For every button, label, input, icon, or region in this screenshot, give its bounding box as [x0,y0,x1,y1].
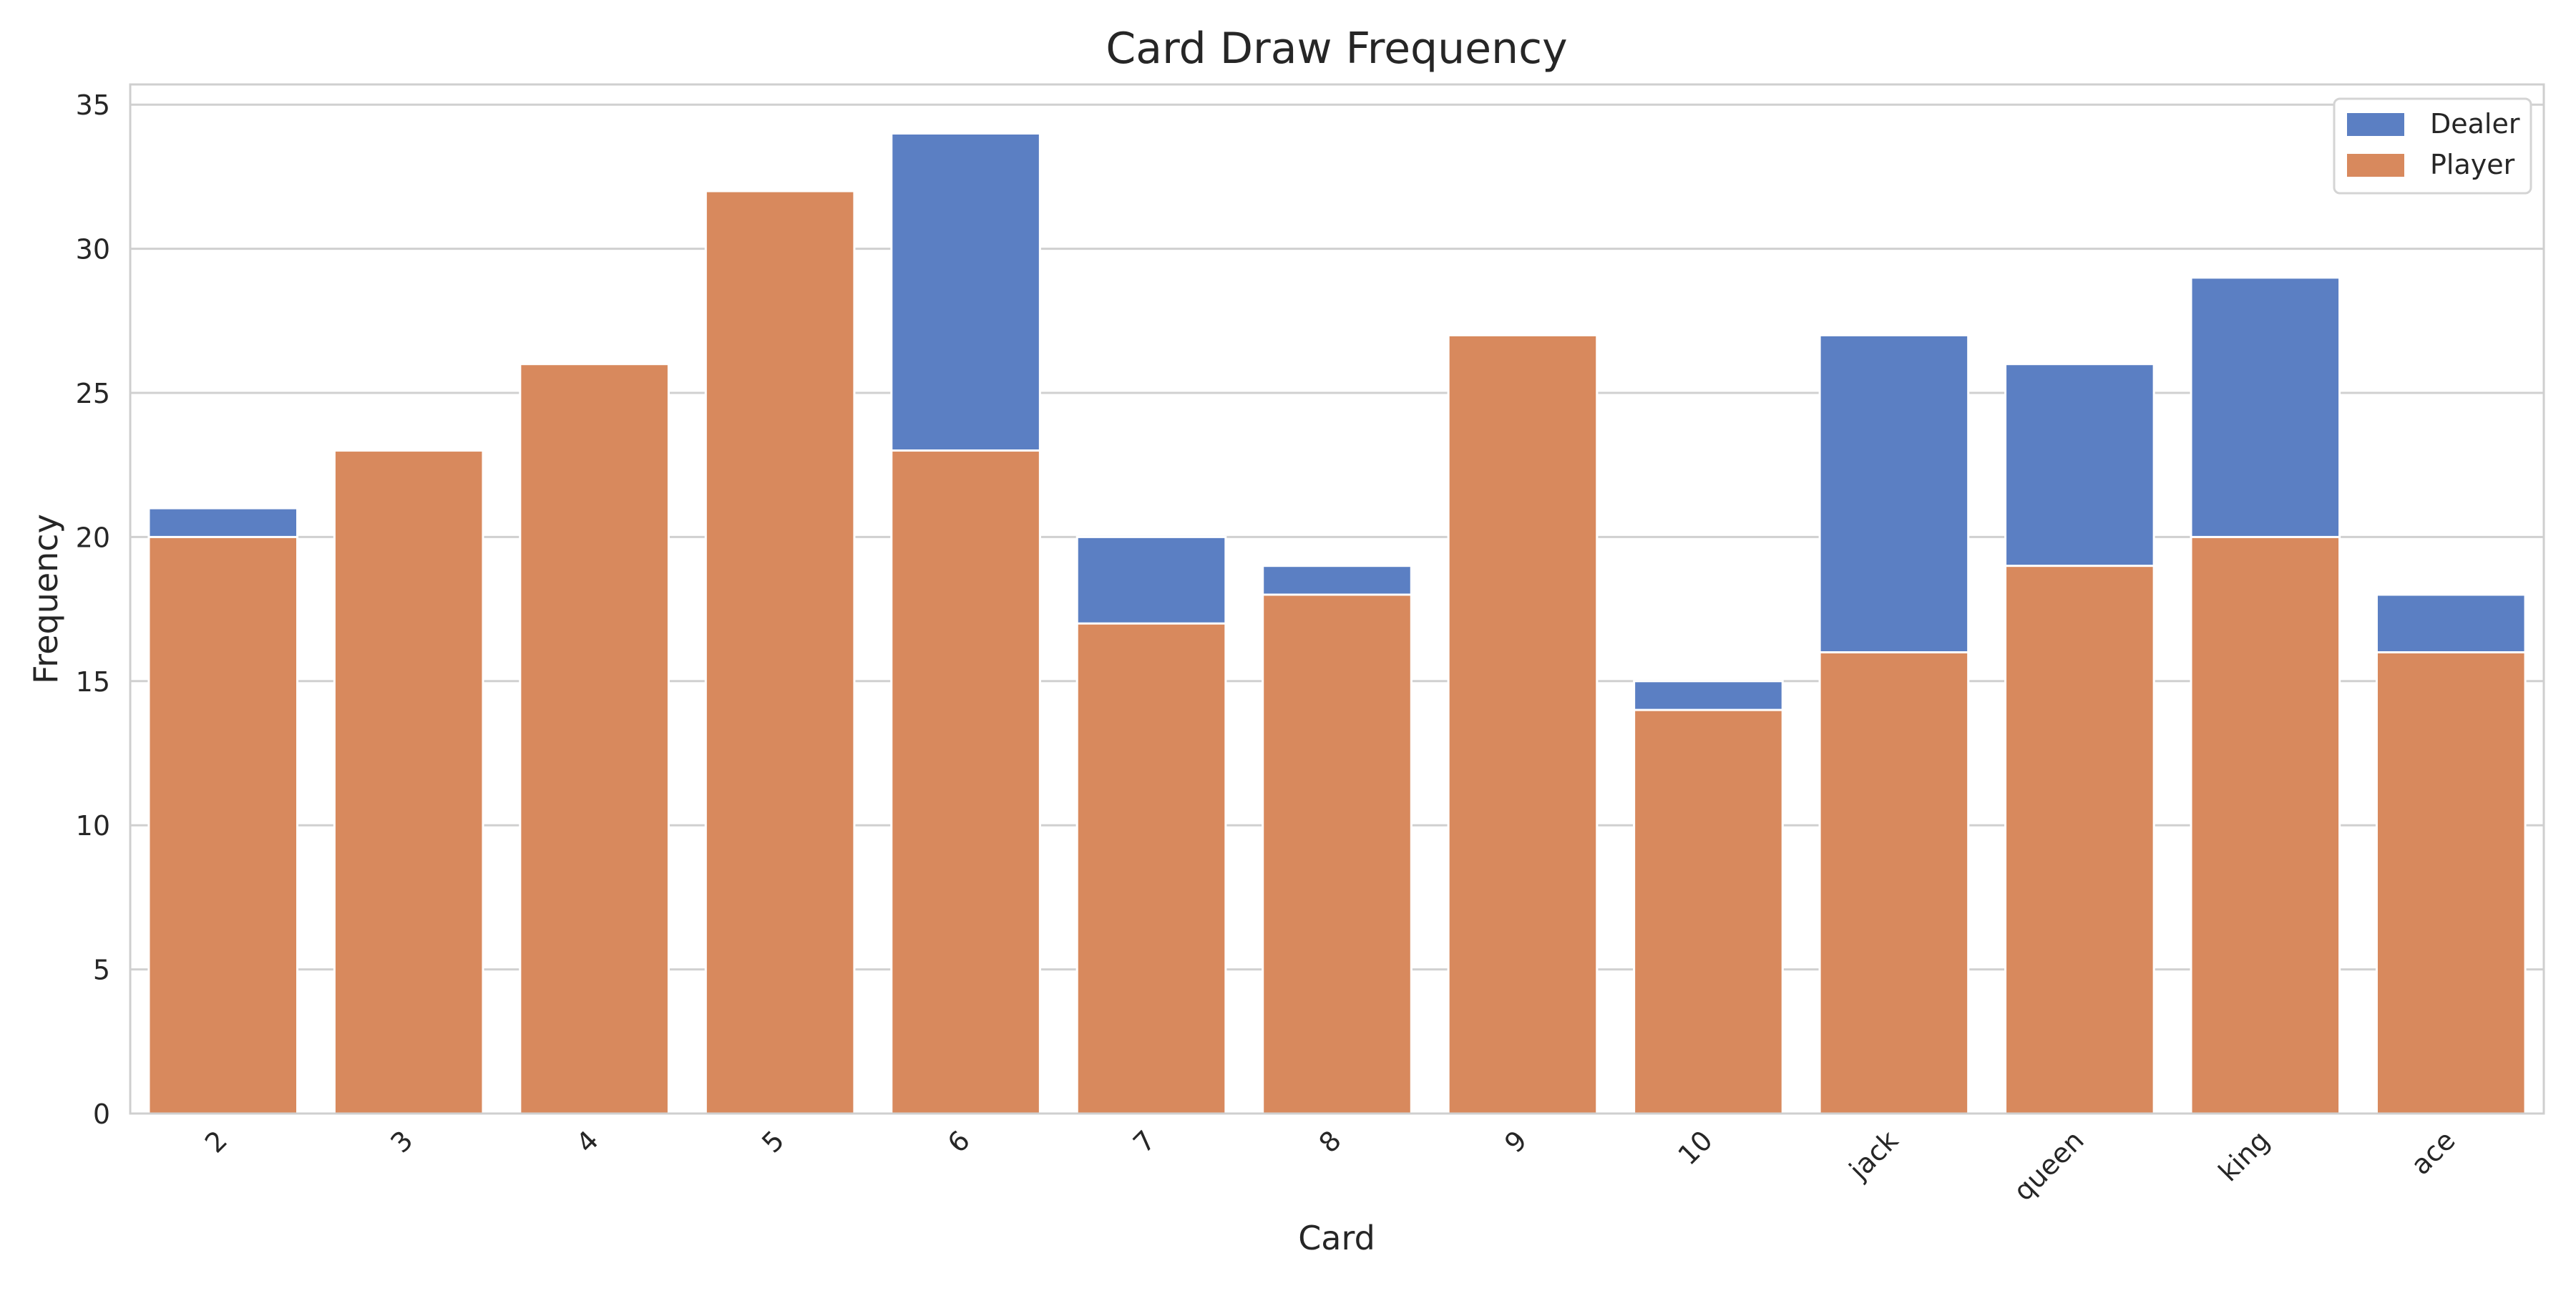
legend-label-dealer: Dealer [2430,108,2520,140]
x-axis-label: Card [1298,1219,1375,1257]
y-tick-label: 10 [76,810,110,842]
bar-player-ace [2375,651,2527,1115]
bar-player-6 [890,449,1041,1115]
y-tick-labels: 0 5 10 15 20 25 30 35 [76,89,110,1130]
y-tick-label: 25 [76,378,110,409]
y-tick-label: 30 [76,234,110,265]
y-tick-label: 20 [76,522,110,553]
legend-swatch-dealer [2347,113,2404,136]
legend-swatch-player [2347,154,2404,177]
y-tick-label: 0 [93,1098,110,1130]
bar-player-9 [1447,333,1599,1115]
plot-frame [129,83,2545,1115]
y-tick-label: 35 [76,89,110,121]
bar-player-queen [2004,565,2155,1115]
y-axis-label: Frequency [26,514,65,684]
y-tick-label: 5 [93,955,110,986]
bar-player-3 [333,449,484,1115]
y-tick-label: 15 [76,666,110,698]
legend: Dealer Player [2333,97,2532,195]
bars [147,132,2527,1115]
legend-label-player: Player [2430,149,2515,180]
chart-title: Card Draw Frequency [1106,24,1567,74]
bar-player-2 [147,535,299,1115]
bar-player-5 [704,190,856,1115]
bar-player-king [2190,535,2341,1115]
bar-player-jack [1818,651,1970,1115]
bar-player-10 [1633,708,1784,1115]
bar-player-4 [519,363,670,1115]
bar-player-8 [1262,593,1413,1115]
bar-player-7 [1075,622,1227,1115]
